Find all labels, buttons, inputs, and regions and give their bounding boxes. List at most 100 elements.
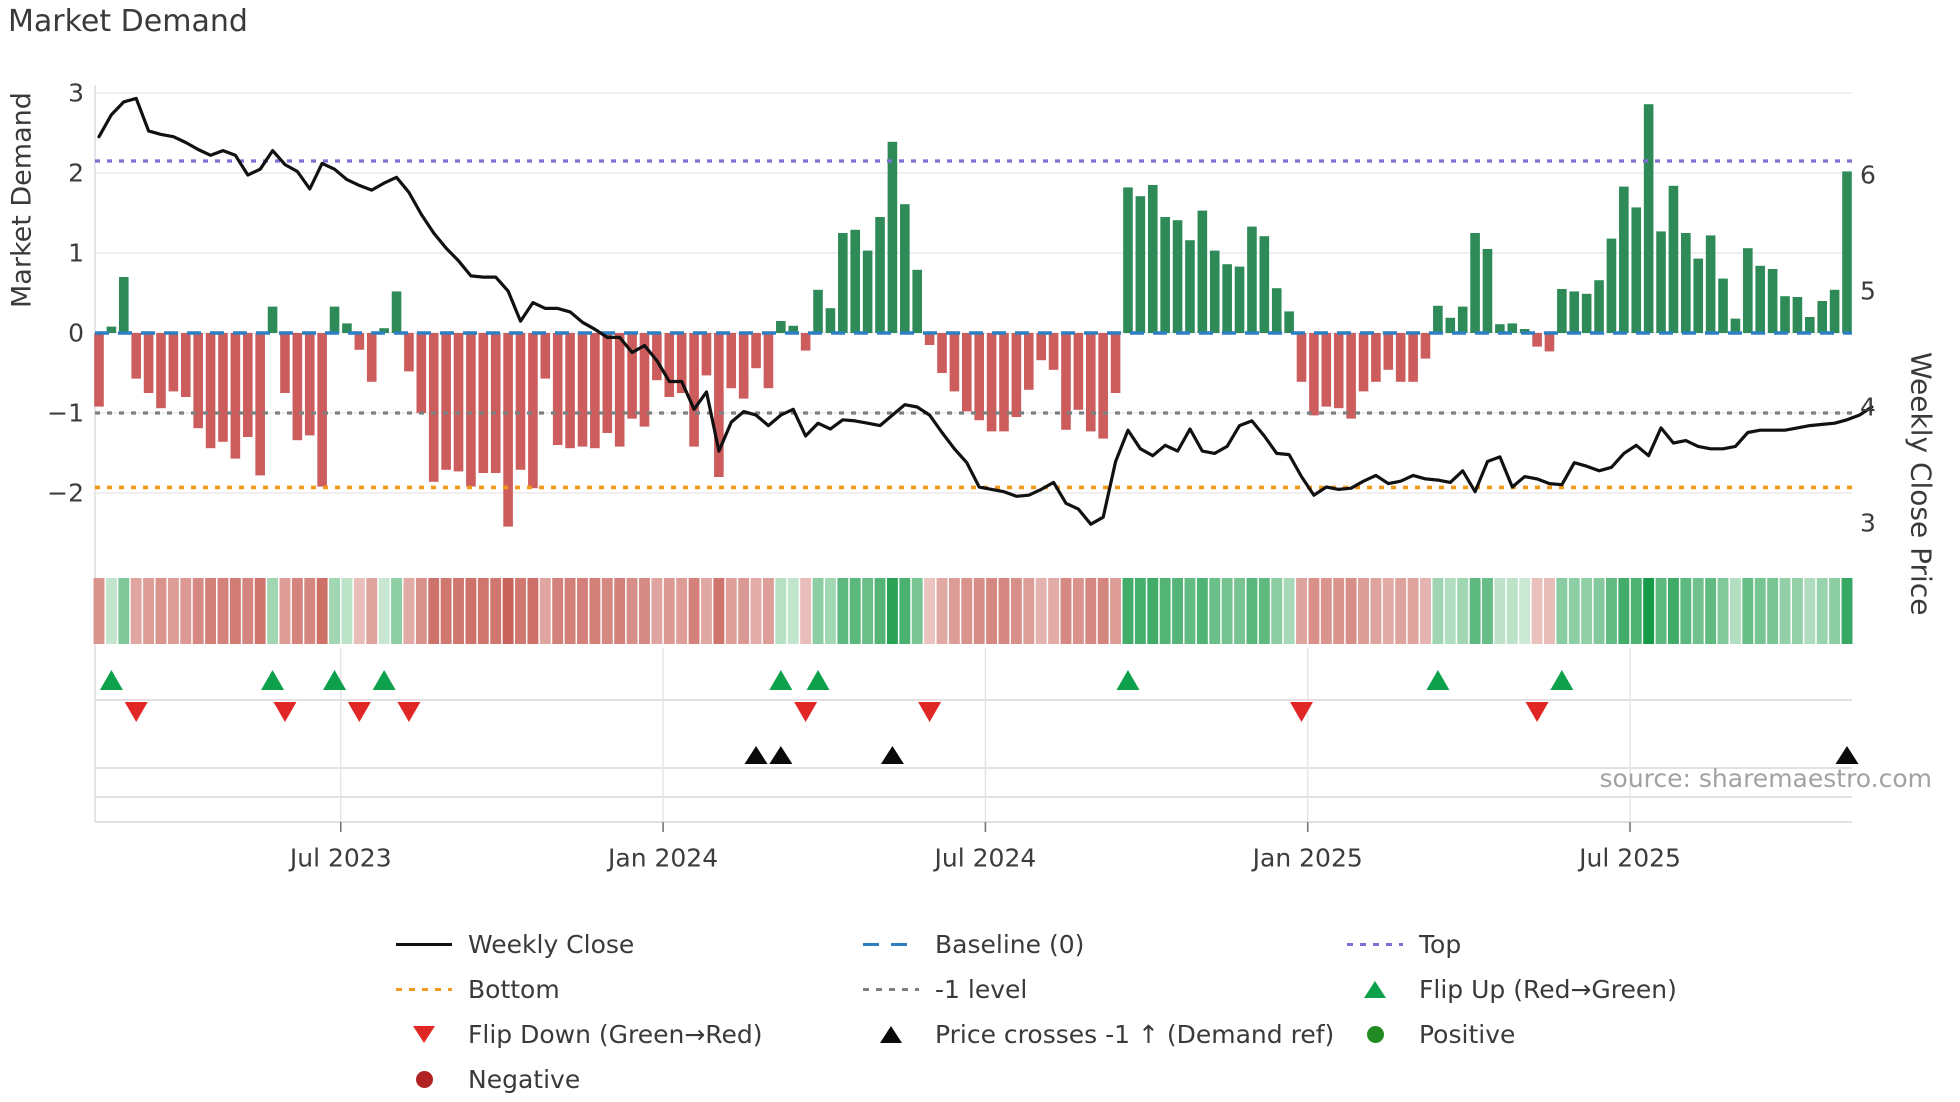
- heatmap-cell: [453, 578, 464, 644]
- bar-positive: [1718, 278, 1728, 333]
- bar-negative: [614, 333, 625, 447]
- heatmap-cell: [639, 578, 650, 644]
- bar-positive: [1829, 289, 1840, 333]
- heatmap-cell: [738, 578, 750, 644]
- bar-negative: [1358, 333, 1369, 392]
- left-axis-tick: −1: [47, 399, 84, 428]
- bar-negative: [143, 333, 154, 393]
- price-cross-marker: [880, 746, 904, 764]
- heatmap-cell: [1568, 578, 1580, 644]
- bar-positive: [1817, 301, 1828, 333]
- heatmap-cell: [899, 578, 911, 644]
- heatmap-cell: [775, 578, 787, 644]
- bar-positive: [1681, 233, 1691, 333]
- heatmap-cell: [812, 578, 824, 644]
- reference-lines: [95, 159, 1852, 490]
- heatmap-cell: [676, 578, 688, 644]
- heatmap-cell: [1667, 578, 1679, 644]
- bar-negative: [528, 333, 538, 489]
- heatmap-cell: [1085, 578, 1097, 644]
- heatmap-cell: [1519, 578, 1531, 644]
- heatmap-cell: [242, 578, 254, 644]
- heatmap-cell: [291, 578, 303, 644]
- bar-negative: [255, 333, 265, 476]
- heatmap-cell: [1544, 578, 1555, 644]
- heatmap-cell: [973, 578, 985, 644]
- heatmap-cell: [1358, 578, 1369, 644]
- bar-negative: [180, 333, 191, 397]
- heatmap-cell: [130, 578, 142, 644]
- flip-down-marker: [1525, 702, 1549, 722]
- heatmap-cell: [1010, 578, 1022, 644]
- heatmap-cell: [527, 578, 539, 644]
- heatmap-cell: [750, 578, 762, 644]
- heatmap-cell: [341, 578, 353, 644]
- heatmap-cell: [1593, 578, 1605, 644]
- bar-negative: [937, 333, 947, 373]
- flip-down-marker: [347, 702, 371, 722]
- bar-negative: [1061, 333, 1071, 430]
- heatmap-cell: [1172, 578, 1184, 644]
- flip-up-marker: [261, 670, 285, 690]
- bar-positive: [1135, 196, 1146, 333]
- heatmap-cell: [329, 578, 340, 644]
- bar-negative: [292, 333, 303, 441]
- left-axis-tick: 1: [68, 239, 84, 268]
- heatmap-cell: [1382, 578, 1394, 644]
- heatmap-cell: [229, 578, 241, 644]
- bar-positive: [1767, 269, 1778, 333]
- flip-down-marker: [124, 702, 148, 722]
- bar-positive: [1123, 187, 1133, 333]
- heatmap-cell: [403, 578, 415, 644]
- bar-negative: [1395, 333, 1406, 382]
- heatmap-cell: [998, 578, 1010, 644]
- bar-negative: [1333, 333, 1344, 409]
- bar-negative: [416, 333, 427, 413]
- heatmap-cell: [713, 578, 725, 644]
- bar-positive: [862, 250, 873, 333]
- bar-positive: [1643, 104, 1654, 333]
- bar-negative: [404, 333, 414, 372]
- right-axis-tick: 4: [1860, 393, 1876, 422]
- heatmap-cell: [886, 578, 898, 644]
- bar-positive: [1668, 185, 1679, 333]
- heatmap-cell: [539, 578, 551, 644]
- heatmap-cell: [1680, 578, 1692, 644]
- bar-positive: [1482, 249, 1493, 333]
- heatmap-cell: [415, 578, 427, 644]
- heatmap-cell: [1122, 578, 1134, 644]
- bar-positive: [1730, 318, 1741, 333]
- right-axis-tick: 5: [1860, 277, 1876, 306]
- flip-up-marker: [806, 670, 830, 690]
- bar-negative: [1383, 333, 1394, 370]
- heatmap-cell: [1767, 578, 1779, 644]
- bar-positive: [1470, 233, 1480, 333]
- flip-down-marker: [1290, 702, 1314, 722]
- bar-negative: [1532, 333, 1542, 347]
- bar-negative: [1544, 333, 1555, 352]
- price-cross-marker: [1835, 746, 1859, 764]
- bar-negative: [577, 333, 588, 447]
- bar-positive: [329, 306, 340, 333]
- heatmap-cell: [1246, 578, 1258, 644]
- flip-up-marker: [1550, 670, 1574, 690]
- bar-negative: [1420, 333, 1431, 359]
- right-axis-tick: 6: [1860, 161, 1876, 190]
- left-axis-tick: 2: [68, 159, 84, 188]
- heatmap-cell: [366, 578, 378, 644]
- heatmap-cell: [961, 578, 973, 644]
- x-axis-tick: Jan 2024: [606, 844, 718, 873]
- bar-positive: [1259, 236, 1270, 333]
- bar-negative: [738, 333, 749, 399]
- bar-positive: [1519, 329, 1530, 333]
- bar-negative: [540, 333, 551, 379]
- heatmap-cell: [1531, 578, 1543, 644]
- heatmap-cell: [762, 578, 774, 644]
- heatmap-cell: [391, 578, 402, 644]
- bar-negative: [205, 333, 216, 449]
- bar-negative: [156, 333, 166, 409]
- bar-positive: [1172, 220, 1183, 333]
- heatmap-cell: [862, 578, 874, 644]
- heatmap-cell: [1395, 578, 1407, 644]
